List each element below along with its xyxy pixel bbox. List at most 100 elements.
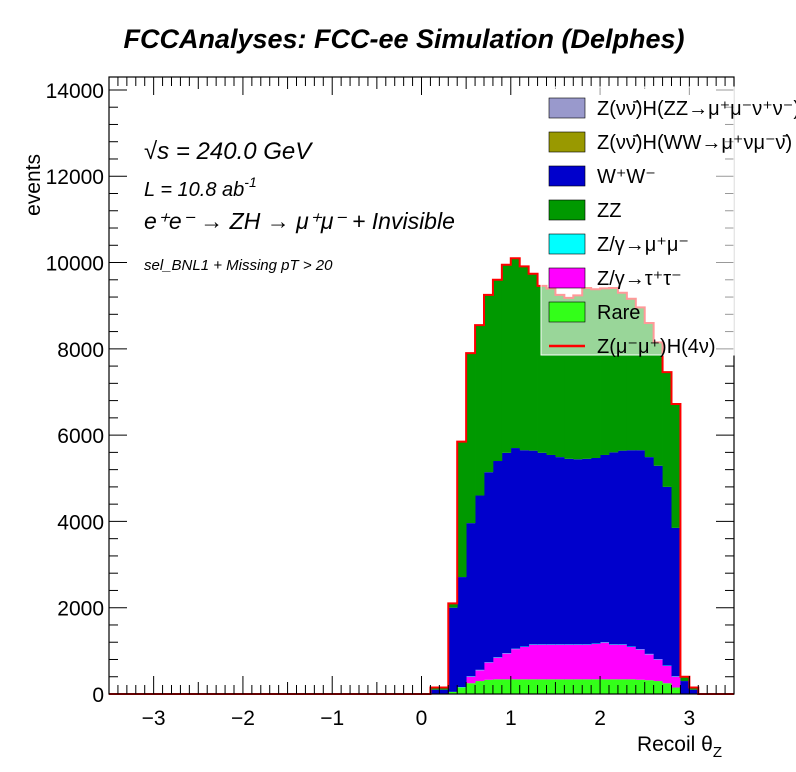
bar-4-14	[555, 295, 565, 458]
legend-swatch	[548, 267, 586, 289]
bar-1-21	[617, 644, 628, 680]
bar-0-25	[653, 681, 663, 694]
bar-3-12	[537, 452, 547, 645]
bar-1-20	[609, 644, 619, 680]
bar-1-7	[492, 657, 503, 680]
y-axis-label: events	[22, 154, 45, 216]
bar-4-4	[466, 353, 476, 524]
bar-1-18	[591, 643, 601, 680]
bar-1-11	[528, 644, 538, 680]
bar-4-5	[475, 325, 485, 496]
legend-swatch	[548, 301, 586, 323]
bar-3-25	[653, 465, 663, 660]
bar-3-0	[430, 689, 440, 694]
legend-label: ZZ	[597, 200, 621, 222]
legend: Z(νν̄)H(ZZ→μ⁺μ⁻ν⁺ν⁻) Z(νν̄)H(WW→μ⁺νμ⁻ν̄) W…	[540, 86, 796, 358]
bar-3-22	[626, 450, 637, 647]
bar-1-8	[501, 653, 512, 680]
legend-label: Z/γ→μ⁺μ⁻	[597, 234, 689, 256]
bar-0-12	[537, 679, 547, 694]
bar-4-18	[591, 289, 601, 458]
sqrt-s-annotation: √s = 240.0 GeV	[144, 138, 313, 165]
x-tick-label: −1	[320, 707, 344, 730]
bar-0-19	[600, 679, 610, 694]
bar-4-10	[519, 266, 530, 451]
bar-3-16	[573, 459, 583, 645]
bar-0-22	[626, 679, 637, 694]
bar-1-10	[519, 646, 530, 680]
bar-3-2	[448, 607, 458, 692]
legend-swatch	[548, 199, 586, 221]
bar-4-0	[430, 687, 440, 690]
bar-3-8	[501, 452, 512, 654]
bar-3-13	[546, 454, 556, 645]
bar-0-21	[617, 679, 628, 694]
x-tick-label: 1	[505, 707, 517, 730]
y-tick-label: 6000	[57, 425, 104, 448]
bar-1-14	[555, 644, 565, 680]
bar-4-24	[644, 323, 655, 458]
bar-3-9	[510, 448, 521, 649]
bar-0-11	[528, 679, 538, 694]
bar-4-17	[582, 288, 592, 459]
bar-4-8	[501, 265, 512, 453]
y-tick-label: 4000	[57, 511, 104, 534]
bar-1-23	[635, 649, 646, 680]
bar-3-28	[680, 681, 690, 694]
x-axis-label: Recoil θZ	[637, 733, 722, 761]
bar-4-11	[528, 273, 538, 451]
bar-3-7	[492, 461, 503, 658]
bar-4-21	[617, 293, 628, 451]
bar-4-29	[689, 687, 699, 690]
bar-0-8	[501, 679, 512, 694]
bar-3-15	[564, 458, 574, 645]
bar-1-4	[466, 676, 476, 684]
y-tick-label: 10000	[46, 253, 104, 276]
bar-3-24	[644, 457, 655, 654]
chart-title: FCCAnalyses: FCC-ee Simulation (Delphes)	[123, 24, 684, 54]
bar-4-13	[546, 288, 556, 455]
legend-swatch	[548, 97, 586, 119]
bar-0-15	[564, 679, 574, 694]
legend-swatch	[548, 233, 586, 255]
legend-swatch	[548, 131, 586, 153]
bar-3-10	[519, 450, 530, 647]
bar-0-3	[457, 687, 467, 694]
bar-3-5	[475, 495, 485, 670]
bar-3-21	[617, 450, 628, 645]
bar-3-23	[635, 450, 646, 650]
bar-3-26	[662, 486, 672, 666]
bar-4-25	[653, 342, 663, 466]
bar-3-11	[528, 450, 538, 645]
bar-0-5	[475, 681, 485, 694]
bar-3-14	[555, 457, 565, 645]
bar-3-1	[439, 689, 449, 694]
bar-4-15	[564, 298, 574, 459]
bar-1-5	[475, 670, 485, 682]
legend-label: Z(μ⁻μ⁺)H(4ν)	[597, 336, 716, 358]
bar-4-26	[662, 372, 672, 487]
bar-4-23	[635, 307, 646, 451]
bar-1-16	[573, 644, 583, 680]
bar-1-19	[600, 642, 610, 680]
bar-1-22	[626, 646, 637, 680]
bar-0-10	[519, 679, 530, 694]
bar-0-16	[573, 679, 583, 694]
bar-0-17	[582, 679, 592, 694]
legend-swatch	[548, 165, 586, 187]
bar-4-9	[510, 258, 521, 449]
x-tick-label: 2	[594, 707, 606, 730]
bar-0-26	[662, 683, 672, 694]
bar-4-7	[492, 280, 503, 462]
y-tick-label: 2000	[57, 598, 104, 621]
bar-0-6	[484, 679, 494, 694]
bar-0-14	[555, 679, 565, 694]
bar-0-18	[591, 679, 601, 694]
bar-0-9	[510, 679, 521, 694]
bar-4-22	[626, 299, 637, 451]
bar-1-13	[546, 644, 556, 680]
bar-1-6	[484, 662, 494, 680]
bar-1-26	[662, 665, 672, 684]
y-tick-label: 12000	[46, 166, 104, 189]
